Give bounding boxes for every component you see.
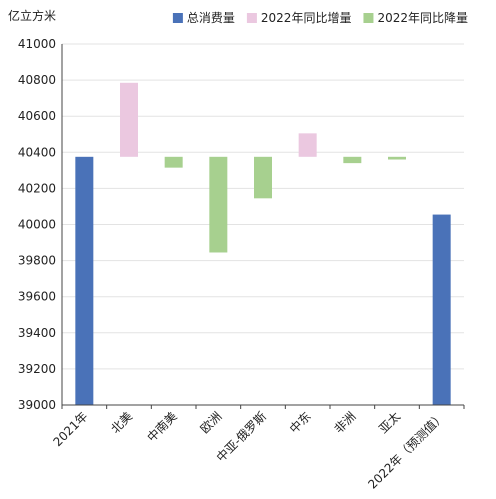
bar-decrease [209,156,228,253]
y-tick-label: 39200 [18,362,56,376]
x-category-label: 2021年 [50,409,90,449]
y-tick-label: 40800 [18,73,56,87]
x-category-label: 北美 [108,409,135,436]
bar-decrease [254,156,272,199]
x-category-label: 欧洲 [198,409,225,436]
x-category-label: 中南美 [144,409,180,445]
y-tick-label: 40600 [18,109,56,123]
y-tick-label: 39600 [18,290,56,304]
y-tick-label: 39400 [18,326,56,340]
legend-swatch [172,13,183,23]
axes [61,44,465,409]
bar-total [432,214,451,405]
y-tick-label: 40400 [18,145,56,159]
legend-item-total: 总消费量 [172,11,235,25]
y-tick-label: 40200 [18,181,56,195]
y-axis-unit-label: 亿立方米 [8,8,56,23]
y-axis-ticks: 39000 39200 39400 39600 39800 40000 40200 40400… [18,37,56,412]
bars [75,82,451,405]
bar-decrease [388,156,406,160]
bar-increase [120,82,138,157]
legend-label: 2022年同比降量 [377,11,468,25]
legend-swatch [363,13,374,23]
x-category-label: 非洲 [332,409,359,436]
legend-item-decrease: 2022年同比降量 [363,11,468,25]
legend-item-increase: 2022年同比增量 [246,11,352,25]
y-tick-label: 41000 [18,37,56,51]
x-category-label: 亚太 [376,409,404,437]
bar-total [75,156,94,405]
legend-label: 总消费量 [187,11,235,25]
y-tick-label: 39800 [18,254,56,268]
bar-decrease [164,156,183,168]
bar-increase [298,133,317,157]
legend-swatch [246,13,257,23]
legend: 总消费量 2022年同比增量 2022年同比降量 [172,11,468,25]
x-category-label: 2022年（预测值） [365,409,448,492]
y-tick-label: 39000 [18,398,56,412]
y-tick-label: 40000 [18,218,56,232]
bar-decrease [343,156,362,164]
x-category-label: 中东 [286,409,314,437]
legend-label: 2022年同比增量 [261,11,352,25]
